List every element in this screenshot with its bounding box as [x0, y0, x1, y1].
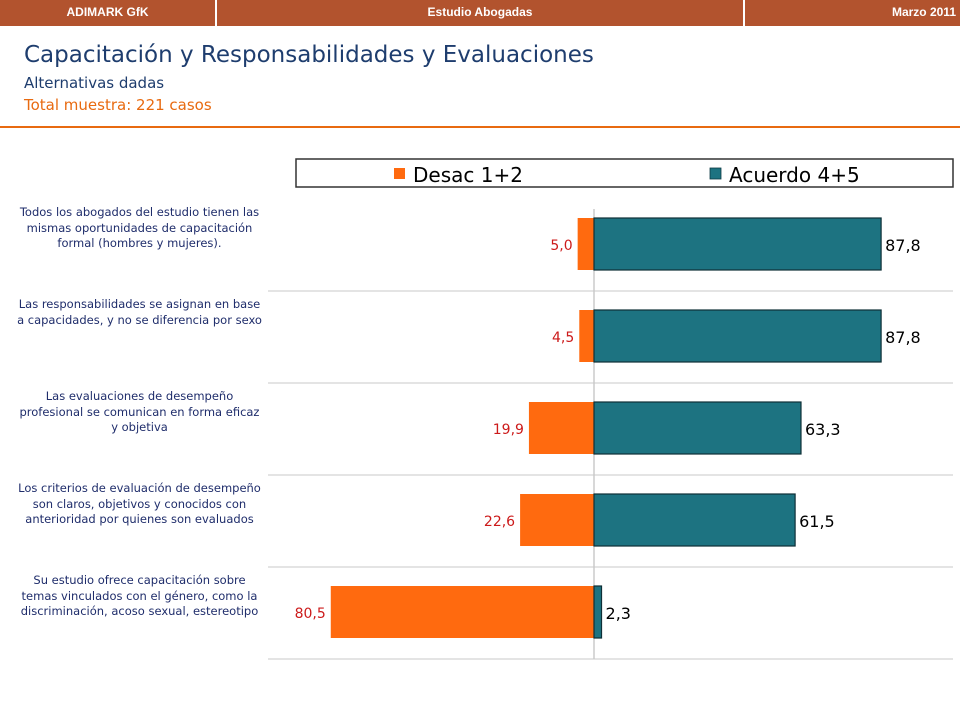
- bar-acuerdo: [593, 585, 603, 639]
- page-subtitle: Alternativas dadas: [24, 74, 165, 92]
- header-study: Estudio Abogadas: [427, 5, 533, 19]
- bar-acuerdo: [593, 493, 796, 547]
- header-company: ADIMARK GfK: [66, 5, 149, 19]
- value-label-desac: 19,9: [493, 422, 524, 438]
- title-rule: [0, 126, 960, 128]
- category-label: Las responsabilidades se asignan en base…: [17, 297, 262, 327]
- page-title: Capacitación y Responsabilidades y Evalu…: [24, 42, 594, 68]
- value-label-acuerdo: 61,5: [799, 512, 835, 531]
- header-divider: [215, 0, 217, 26]
- value-label-acuerdo: 2,3: [606, 604, 631, 623]
- sample-size: Total muestra: 221 casos: [24, 96, 212, 114]
- value-label-acuerdo: 63,3: [805, 420, 841, 439]
- header-date: Marzo 2011: [891, 5, 956, 19]
- value-label-desac: 4,5: [552, 330, 574, 346]
- value-label-acuerdo: 87,8: [885, 328, 921, 347]
- legend-swatch-desac: [394, 168, 405, 179]
- legend-box: [295, 158, 954, 188]
- bar-acuerdo: [593, 217, 882, 271]
- category-label: Su estudio ofrece capacitación sobre tem…: [20, 573, 259, 618]
- bar-desac: [528, 402, 594, 454]
- bar-desac: [577, 218, 594, 270]
- bar-desac: [520, 494, 594, 546]
- header-divider: [743, 0, 745, 26]
- legend: Desac 1+2 Acuerdo 4+5: [295, 158, 954, 188]
- category-label: Los criterios de evaluación de desempeño…: [18, 481, 261, 526]
- bar-acuerdo: [593, 401, 802, 455]
- category-label: Las evaluaciones de desempeño profesiona…: [19, 389, 260, 434]
- bar-desac: [579, 310, 594, 362]
- category-label: Todos los abogados del estudio tienen la…: [19, 205, 260, 250]
- value-label-desac: 80,5: [295, 606, 326, 622]
- legend-label-desac: Desac 1+2: [413, 163, 523, 187]
- value-label-desac: 5,0: [550, 238, 572, 254]
- legend-label-acuerdo: Acuerdo 4+5: [729, 163, 860, 187]
- value-label-desac: 22,6: [484, 514, 515, 530]
- bar-acuerdo: [593, 309, 882, 363]
- header-bar: ADIMARK GfK Estudio Abogadas Marzo 2011: [0, 0, 960, 26]
- value-label-acuerdo: 87,8: [885, 236, 921, 255]
- bar-desac: [330, 586, 594, 638]
- legend-swatch-acuerdo: [709, 167, 722, 180]
